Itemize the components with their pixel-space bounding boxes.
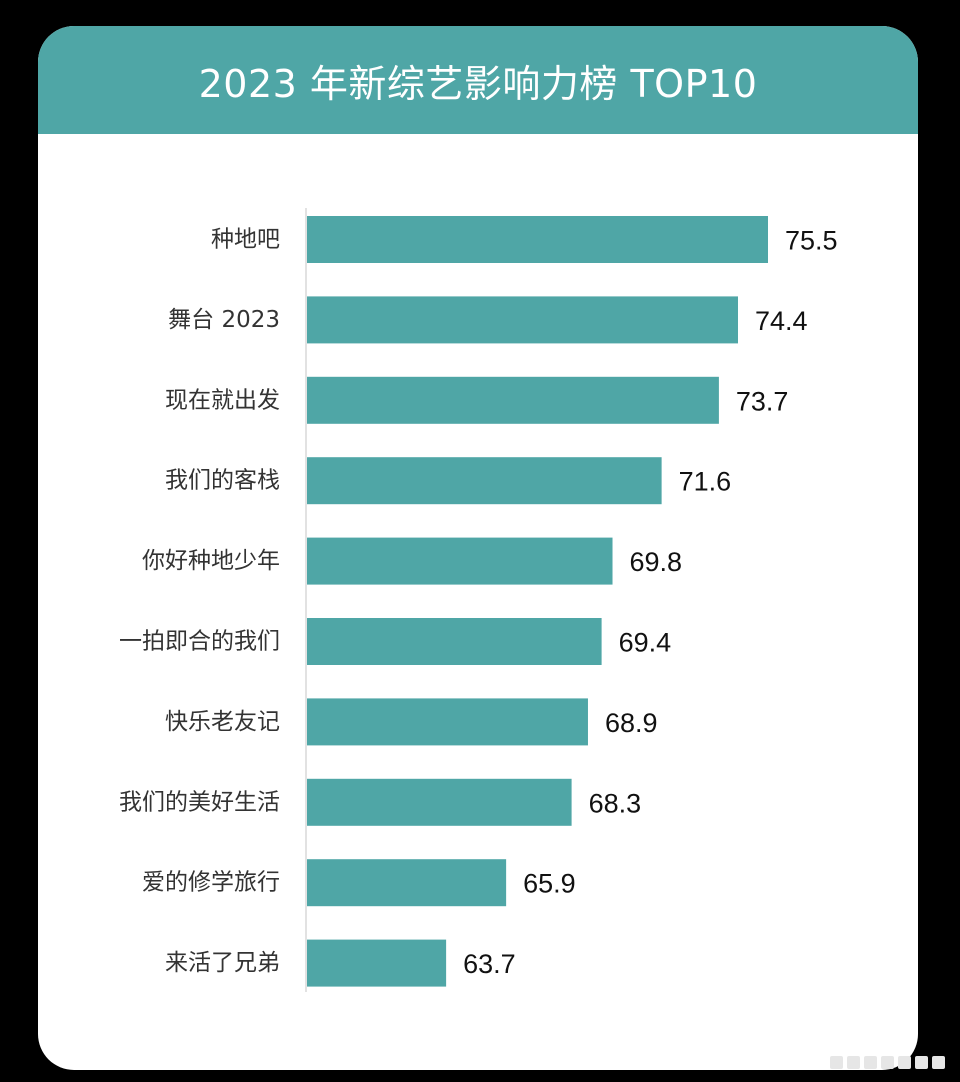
bar	[307, 457, 662, 505]
bar	[307, 939, 447, 987]
bar-value-label: 73.7	[736, 386, 789, 416]
bar-value-label: 63.7	[463, 949, 516, 979]
category-label: 我们的客栈	[165, 468, 280, 494]
bar-value-label: 74.4	[755, 306, 808, 336]
bar-value-label: 69.4	[619, 628, 672, 658]
bar	[307, 698, 588, 746]
category-label: 我们的美好生活	[119, 789, 280, 815]
chart-header: 2023 年新综艺影响力榜 TOP10	[38, 26, 918, 134]
bar-value-label: 69.8	[630, 547, 683, 577]
bar	[307, 618, 602, 665]
category-label: 现在就出发	[165, 387, 280, 413]
bar	[307, 859, 507, 907]
watermark-square	[915, 1056, 928, 1069]
category-label: 舞台 2023	[168, 307, 280, 333]
category-label: 来活了兄弟	[165, 950, 280, 976]
category-label: 快乐老友记	[165, 709, 280, 735]
bar	[307, 537, 613, 585]
bar	[307, 376, 719, 424]
category-label: 一拍即合的我们	[119, 629, 280, 655]
bar-value-label: 75.5	[785, 226, 838, 256]
category-label: 种地吧	[211, 227, 280, 253]
watermark-square	[847, 1056, 860, 1069]
bar-chart: 种地吧 75.5 舞台 2023 74.4 现在就出发 73.7 我们的客栈 71.6 你好种地…	[119, 208, 838, 992]
category-label: 爱的修学旅行	[142, 870, 280, 896]
chart-title: 2023 年新综艺影响力榜 TOP10	[198, 61, 758, 106]
watermark-square	[830, 1056, 843, 1069]
category-label: 你好种地少年	[142, 548, 280, 574]
watermark-square	[864, 1056, 877, 1069]
bar-value-label: 65.9	[523, 869, 576, 899]
bar-value-label: 68.9	[605, 708, 658, 738]
watermark-square	[932, 1056, 945, 1069]
watermark-square	[898, 1056, 911, 1069]
watermark	[830, 1052, 950, 1074]
bar	[307, 296, 738, 344]
bar-value-label: 71.6	[679, 467, 732, 497]
bar	[307, 216, 768, 263]
bar	[307, 778, 572, 826]
bar-value-label: 68.3	[589, 788, 642, 818]
watermark-square	[881, 1056, 894, 1069]
chart-card: 2023 年新综艺影响力榜 TOP10 种地吧 75.5 舞台 2023 74.4 现在…	[38, 26, 918, 1070]
